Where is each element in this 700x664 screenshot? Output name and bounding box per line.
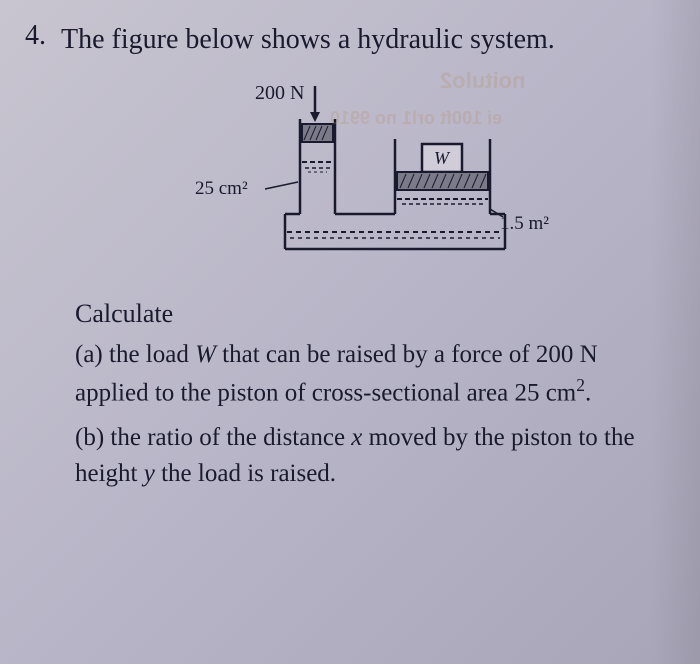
question-text: The figure below shows a hydraulic syste… <box>61 20 675 59</box>
part-b-var-1: x <box>351 424 362 451</box>
force-label: 200 N <box>255 82 304 104</box>
sub-question-a: (a) the load W that can be raised by a f… <box>75 337 675 412</box>
part-b-var-2: y <box>144 460 155 487</box>
part-a-var-1: W <box>195 341 216 368</box>
small-area-label: 25 cm² <box>195 178 248 199</box>
calculate-section: Calculate (a) the load W that can be rai… <box>75 299 675 492</box>
part-b-text-1: the ratio of the distance <box>110 424 351 451</box>
part-a-text-3: . <box>585 380 591 407</box>
question-number: 4. <box>25 20 46 59</box>
large-area-label: 1.5 m² <box>500 213 549 234</box>
part-label-a: (a) <box>75 341 103 368</box>
question-header: 4. The figure below shows a hydraulic sy… <box>25 20 675 59</box>
hydraulic-diagram: 200 N W <box>25 74 675 274</box>
sub-question-b: (b) the ratio of the distance x moved by… <box>75 420 675 493</box>
part-b-text-3: the load is raised. <box>155 460 336 487</box>
calculate-heading: Calculate <box>75 299 675 329</box>
load-label: W <box>434 148 451 168</box>
part-a-exp: 2 <box>576 375 585 395</box>
part-label-b: (b) <box>75 424 104 451</box>
part-a-text-1: the load <box>109 341 195 368</box>
